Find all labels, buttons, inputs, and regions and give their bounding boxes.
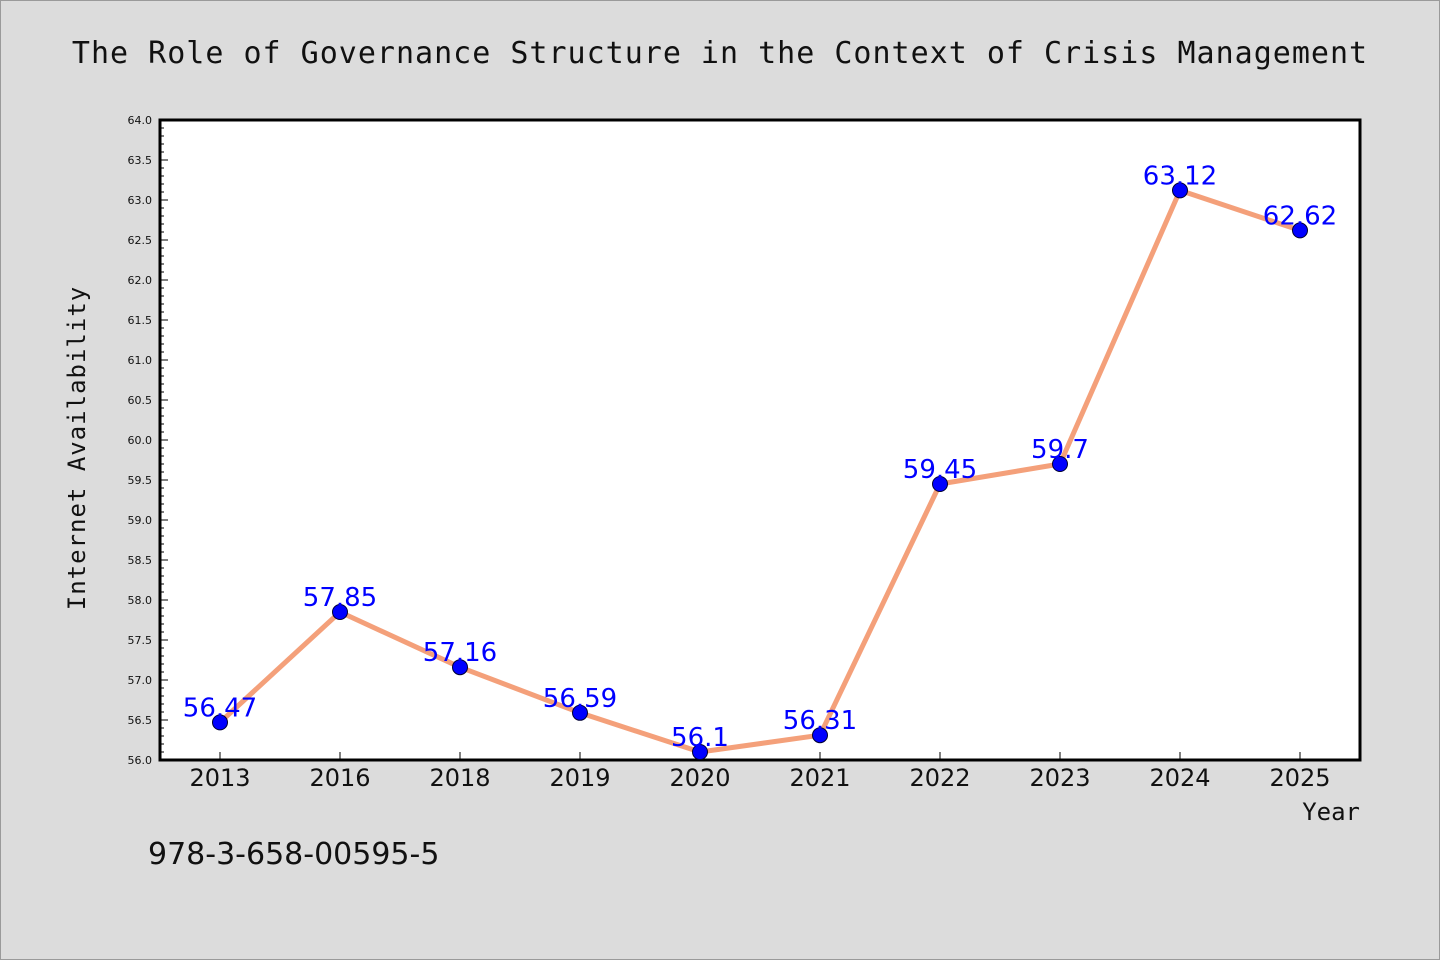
data-point — [1052, 456, 1068, 472]
y-tick-label: 60.0 — [128, 434, 153, 447]
x-tick-label: 2023 — [1029, 764, 1090, 792]
y-axis-label: Internet Availability — [63, 286, 91, 610]
y-tick-label: 58.0 — [128, 594, 153, 607]
plot-area — [158, 118, 1362, 762]
data-label: 59.7 — [1031, 435, 1089, 465]
data-point — [1172, 182, 1188, 199]
data-point — [332, 604, 348, 620]
y-tick-label: 63.5 — [128, 154, 153, 167]
y-tick-label: 59.0 — [128, 514, 153, 527]
y-tick-label: 56.5 — [128, 714, 153, 727]
data-point — [212, 714, 228, 731]
x-tick-label: 2019 — [549, 764, 610, 792]
series: 56.47 57.85 57.16 56.59 56.1 56.31 59.45 59.7 63… — [183, 161, 1337, 760]
data-label: 59.45 — [903, 455, 977, 485]
y-tick-label: 61.0 — [128, 354, 153, 367]
data-point — [932, 476, 948, 492]
y-axis: 56.0 56.5 57.0 57.5 58.0 58.5 59.0 59.5 60.0 60.5… — [128, 114, 168, 767]
x-tick-label: 2020 — [669, 764, 730, 792]
chart-title: The Role of Governance Structure in the … — [72, 36, 1368, 71]
data-label: 57.85 — [303, 583, 377, 613]
y-tick-label: 62.0 — [128, 274, 153, 287]
data-label: 56.47 — [183, 693, 257, 723]
y-tick-label: 59.5 — [128, 474, 153, 487]
data-label: 56.1 — [671, 723, 729, 753]
y-tick-label: 56.0 — [128, 754, 153, 767]
y-tick-label: 60.5 — [128, 394, 153, 407]
data-point — [812, 727, 828, 744]
x-tick-label: 2016 — [309, 764, 370, 792]
x-axis: 2013 2016 2018 2019 2020 2021 2022 2023 2024 2025 — [189, 752, 1331, 792]
y-tick-label: 57.5 — [128, 634, 153, 647]
x-tick-label: 2022 — [909, 764, 970, 792]
data-point — [452, 659, 468, 676]
y-tick-label: 57.0 — [128, 674, 153, 687]
x-tick-label: 2024 — [1149, 764, 1210, 792]
data-label: 57.16 — [423, 638, 497, 668]
data-point — [572, 704, 588, 721]
y-tick-label: 64.0 — [128, 114, 153, 127]
x-tick-label: 2021 — [789, 764, 850, 792]
y-tick-label: 62.5 — [128, 234, 153, 247]
x-tick-label: 2018 — [429, 764, 490, 792]
data-label: 56.59 — [543, 684, 617, 714]
y-tick-label: 61.5 — [128, 314, 153, 327]
data-label: 62.62 — [1263, 201, 1337, 231]
x-tick-label: 2013 — [189, 764, 250, 792]
y-tick-label: 58.5 — [128, 554, 153, 567]
data-label: 63.12 — [1143, 161, 1217, 191]
data-point — [692, 744, 708, 760]
x-axis-label: Year — [1302, 798, 1360, 826]
data-label: 56.31 — [783, 706, 857, 736]
y-tick-label: 63.0 — [128, 194, 153, 207]
series-line — [217, 187, 1303, 755]
isbn-text: 978-3-658-00595-5 — [148, 837, 439, 872]
data-point — [1292, 222, 1308, 239]
x-tick-label: 2025 — [1269, 764, 1330, 792]
